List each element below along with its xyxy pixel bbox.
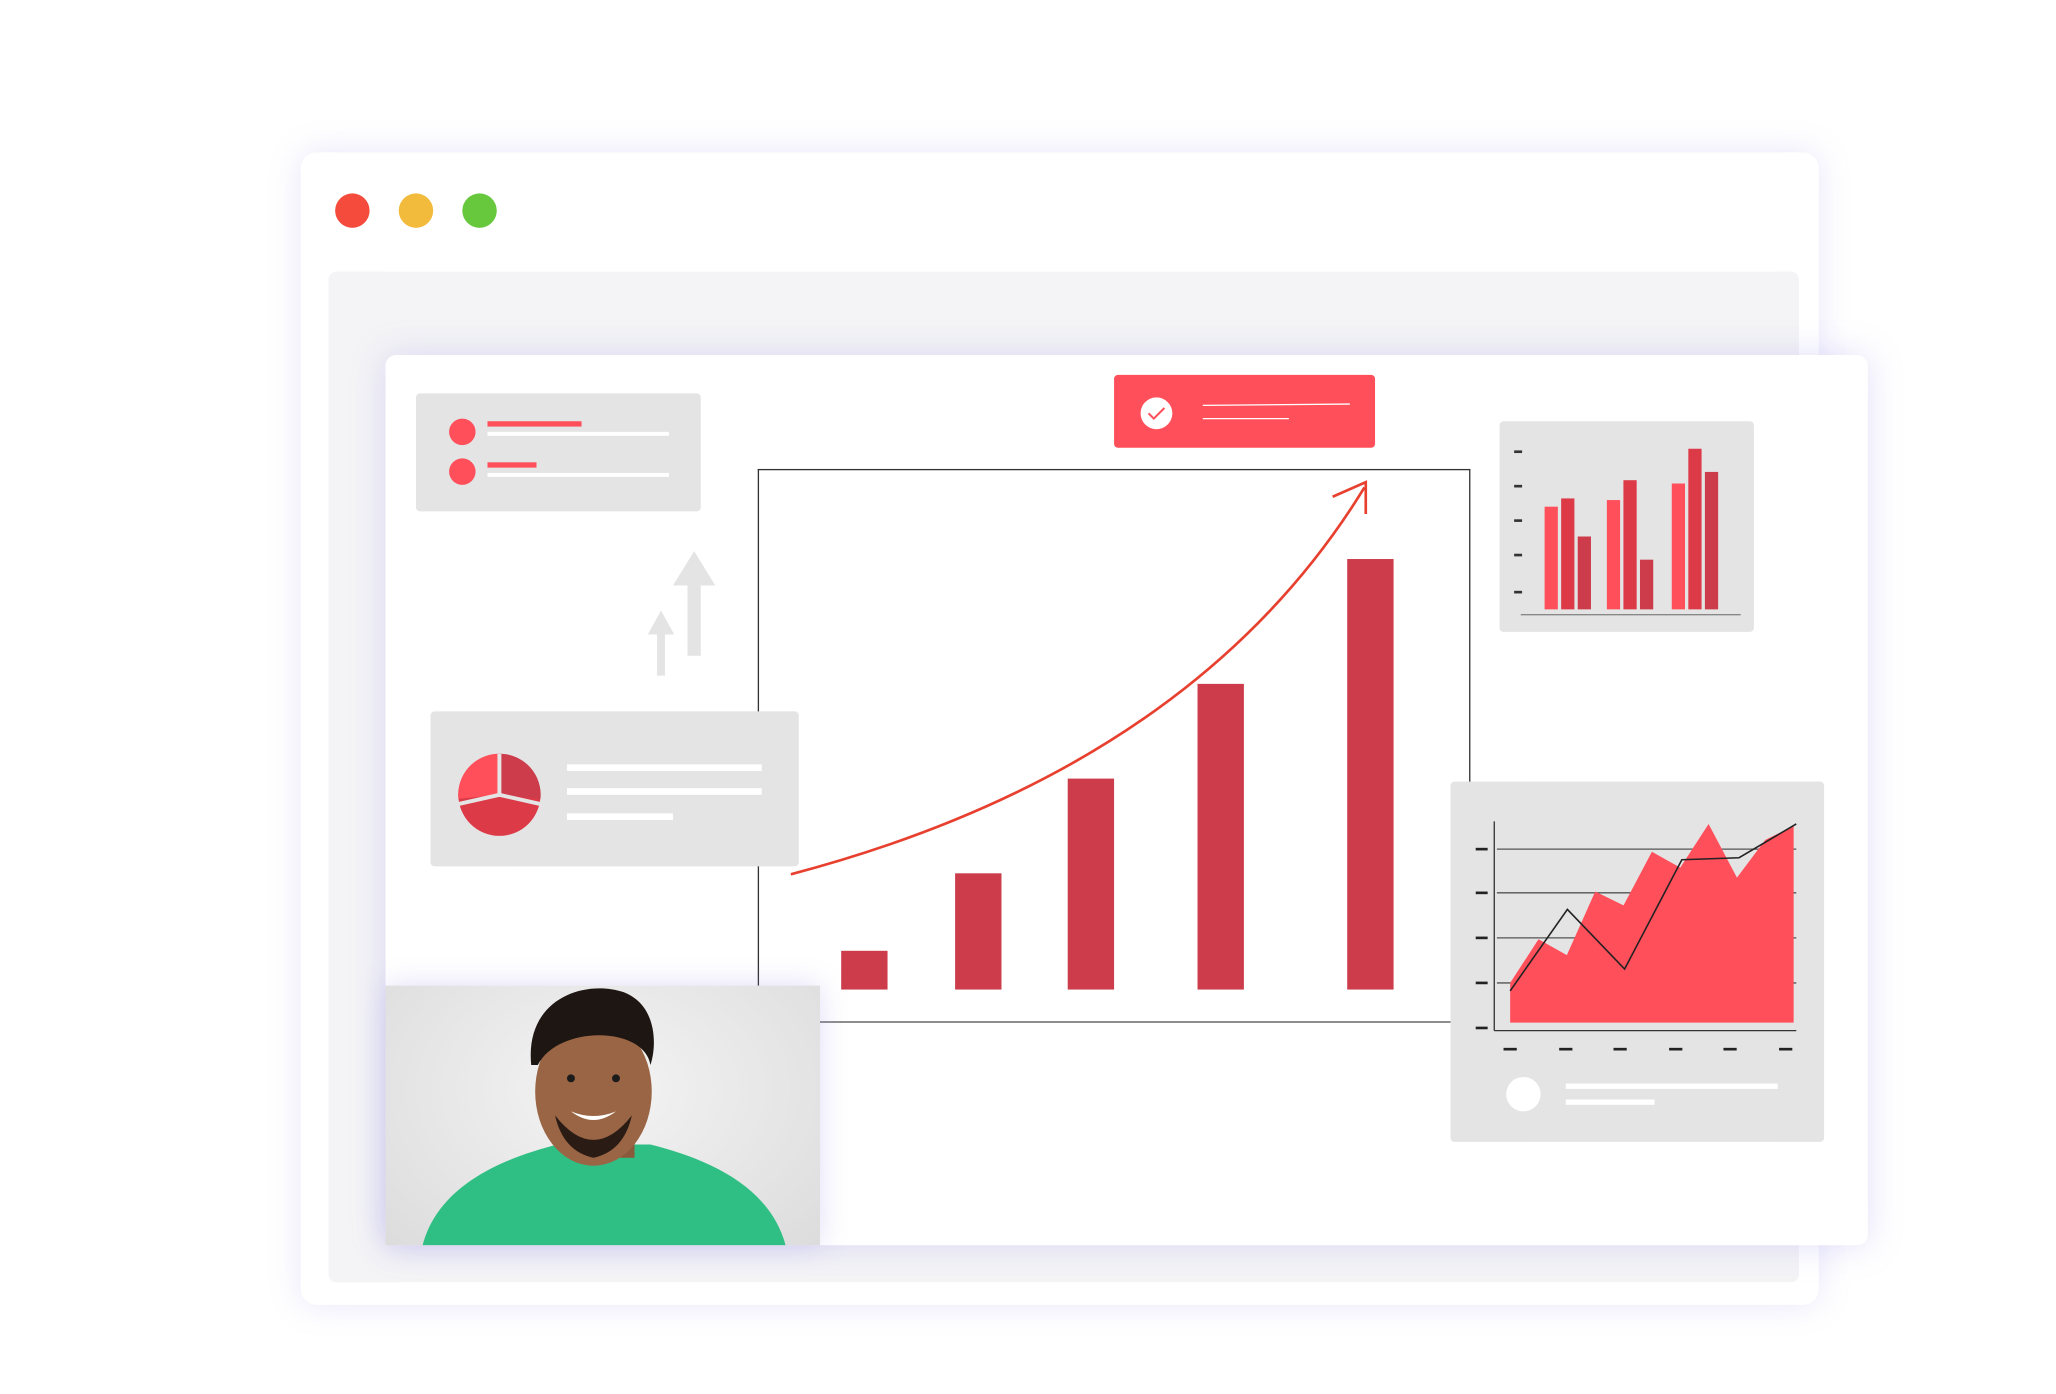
bar <box>1671 483 1686 610</box>
minimize-button[interactable] <box>398 193 434 228</box>
bar <box>1639 559 1654 610</box>
trend-line <box>790 486 1366 876</box>
legend-line <box>1565 1083 1778 1089</box>
person-avatar <box>422 988 786 1246</box>
bar <box>1688 448 1702 610</box>
bar <box>1704 471 1719 610</box>
check-circle-icon <box>1140 397 1350 430</box>
close-button[interactable] <box>335 193 370 228</box>
bar <box>841 950 888 990</box>
bar <box>1544 506 1558 610</box>
list-line-accent <box>487 421 582 427</box>
text-line <box>566 764 762 771</box>
text-line <box>566 813 673 820</box>
list-bullet <box>449 418 476 446</box>
list-bullet <box>449 458 476 485</box>
area-series <box>1510 823 1794 1023</box>
list-line <box>487 472 669 477</box>
bar <box>1606 500 1621 610</box>
pie-card <box>430 711 799 867</box>
maximize-button[interactable] <box>462 193 497 228</box>
bar <box>1067 778 1115 990</box>
list-line <box>487 431 669 436</box>
bar <box>955 873 1002 990</box>
line-series <box>1509 823 1797 992</box>
legend-line <box>1565 1099 1655 1105</box>
bar <box>1561 498 1575 610</box>
success-banner <box>1114 374 1376 448</box>
user-photo <box>385 985 820 1246</box>
bar <box>1347 559 1394 990</box>
pie-chart-icon <box>457 753 541 836</box>
bar <box>1577 536 1591 610</box>
list-card <box>415 393 701 512</box>
text-line <box>566 788 762 795</box>
bar <box>1197 683 1244 990</box>
list-line-accent <box>487 462 537 468</box>
bar <box>1623 480 1637 610</box>
legend-dot <box>1506 1076 1541 1112</box>
trend-arrowhead <box>1332 480 1368 514</box>
